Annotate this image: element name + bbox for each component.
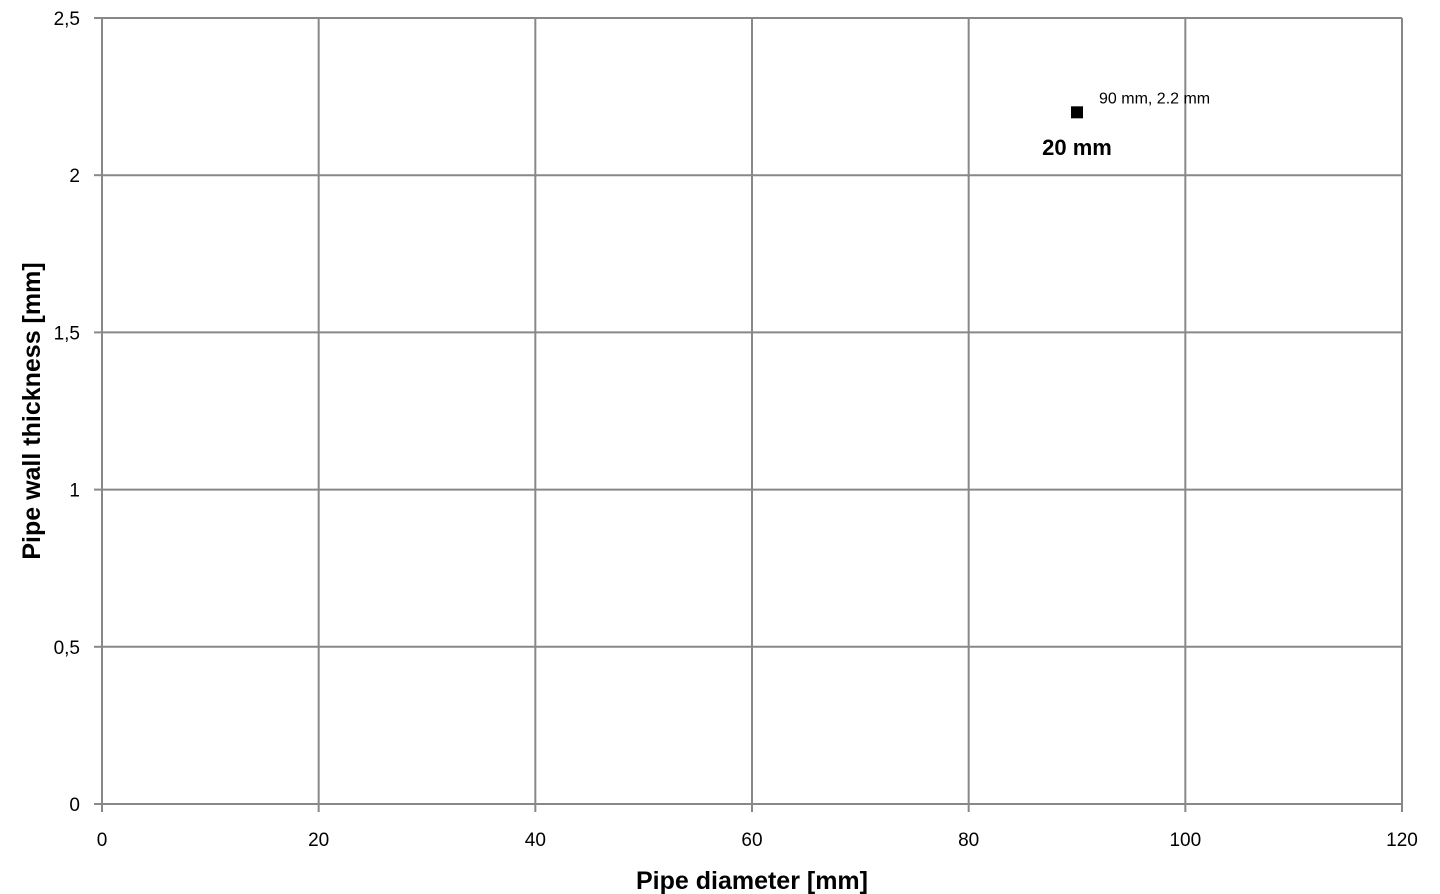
y-tick-label: 0 <box>69 795 80 816</box>
axis-layer <box>94 17 1403 812</box>
y-tick-label: 0,5 <box>54 638 80 659</box>
data-point <box>1071 106 1083 119</box>
x-tick-label: 120 <box>1386 830 1418 851</box>
grid-layer <box>102 17 1403 804</box>
y-tick-label: 1 <box>69 481 80 502</box>
x-axis-title: Pipe diameter [mm] <box>636 867 868 894</box>
data-point-layer: 90 mm, 2.2 mm 20 mm <box>1042 90 1210 160</box>
x-tick-label: 20 <box>308 830 329 851</box>
tick-label-layer: 0 20 40 60 80 100 120 0 0,5 1 1,5 2 2,5 <box>54 9 1418 851</box>
data-point-label: 90 mm, 2.2 mm <box>1099 90 1210 107</box>
y-tick-label: 2 <box>69 166 80 187</box>
y-axis-title: Pipe wall thickness [mm] <box>18 262 46 559</box>
x-tick-label: 100 <box>1169 830 1201 851</box>
y-tick-label: 1,5 <box>54 323 80 344</box>
annotation-label: 20 mm <box>1042 135 1112 160</box>
x-tick-label: 60 <box>741 830 762 851</box>
y-tick-label: 2,5 <box>54 9 80 30</box>
x-tick-label: 0 <box>97 830 108 851</box>
x-tick-label: 80 <box>958 830 979 851</box>
x-tick-label: 40 <box>525 830 546 851</box>
